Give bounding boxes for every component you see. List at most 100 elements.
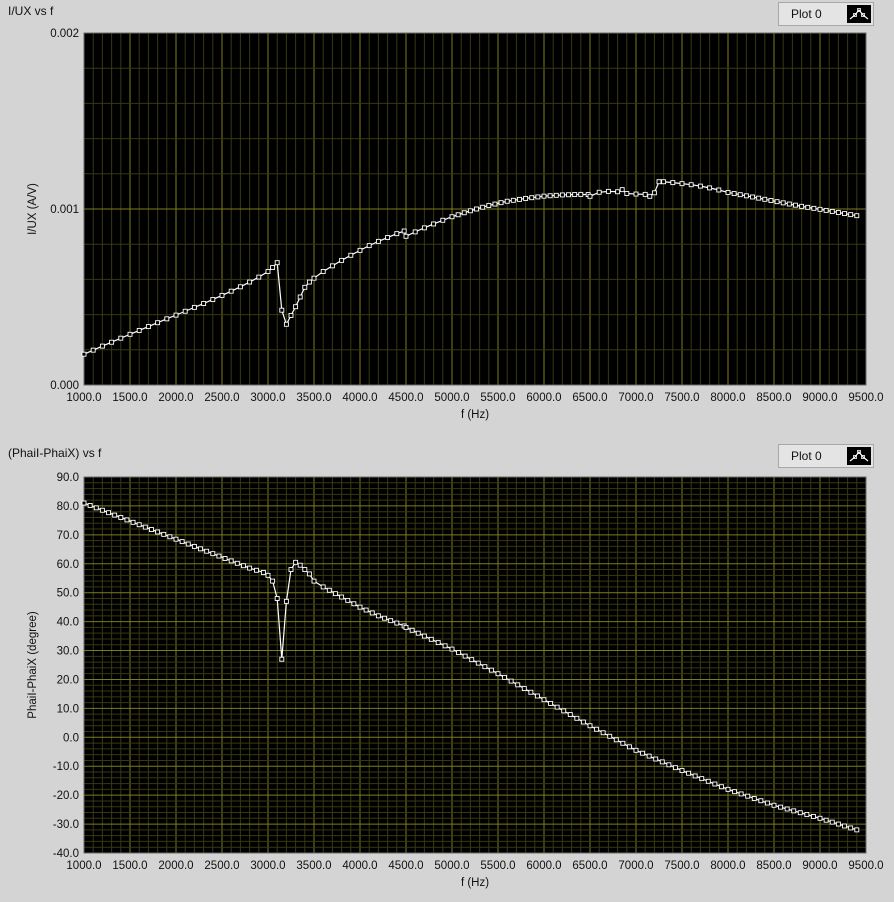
data-point bbox=[155, 320, 161, 326]
data-point bbox=[758, 798, 764, 804]
data-point bbox=[566, 192, 571, 198]
data-point bbox=[274, 260, 280, 266]
data-point bbox=[756, 195, 762, 201]
data-point bbox=[651, 190, 657, 196]
data-point bbox=[495, 671, 501, 677]
data-point bbox=[440, 217, 446, 223]
data-point bbox=[762, 196, 768, 202]
data-point bbox=[486, 203, 492, 208]
plot-area-phase[interactable]: 1000.0 1500.0 2000.0 2500.0 3000.0 3500.0 4000… bbox=[0, 442, 894, 902]
data-point bbox=[738, 791, 744, 797]
data-point bbox=[279, 656, 285, 662]
data-point bbox=[712, 781, 718, 787]
plot-frame bbox=[83, 32, 867, 386]
y-tick-label: 70.0 bbox=[57, 530, 79, 542]
data-point bbox=[345, 597, 351, 603]
x-tick-label: 5500.0 bbox=[480, 392, 515, 404]
x-tick-label: 3000.0 bbox=[250, 860, 285, 872]
x-tick-label: 4000.0 bbox=[342, 392, 377, 404]
data-point bbox=[829, 209, 835, 214]
data-point bbox=[774, 199, 780, 205]
data-point bbox=[288, 567, 294, 573]
x-tick-label: 2500.0 bbox=[204, 860, 239, 872]
x-axis-label: f (Hz) bbox=[461, 877, 489, 889]
data-point bbox=[659, 759, 665, 765]
data-point bbox=[640, 750, 646, 756]
data-point bbox=[81, 351, 87, 357]
data-point bbox=[363, 607, 369, 613]
data-point bbox=[474, 206, 479, 212]
data-point bbox=[130, 519, 136, 525]
y-tick-label: -30.0 bbox=[53, 819, 79, 831]
x-tick-label: 7000.0 bbox=[618, 392, 653, 404]
data-point bbox=[173, 312, 179, 318]
data-point bbox=[90, 347, 96, 353]
x-tick-label: 2500.0 bbox=[204, 392, 239, 404]
data-point bbox=[666, 762, 672, 768]
data-point bbox=[534, 693, 540, 699]
data-point bbox=[366, 243, 372, 249]
data-point bbox=[216, 553, 222, 559]
data-point bbox=[707, 185, 713, 191]
plot-area-iux[interactable]: 1000.0 1500.0 2000.0 2500.0 3000.0 3500.0 4000… bbox=[0, 0, 894, 436]
data-point bbox=[482, 664, 488, 670]
x-tick-label: 6500.0 bbox=[572, 392, 607, 404]
data-point bbox=[467, 208, 473, 214]
data-point bbox=[799, 203, 805, 209]
data-point bbox=[521, 686, 527, 692]
data-point bbox=[339, 594, 345, 600]
data-point bbox=[672, 765, 678, 771]
y-tick-label: 0.002 bbox=[50, 28, 79, 40]
data-point bbox=[455, 212, 461, 218]
data-point bbox=[574, 715, 580, 721]
x-tick-label: 8000.0 bbox=[710, 860, 745, 872]
data-point bbox=[547, 193, 553, 199]
data-point bbox=[260, 569, 266, 575]
data-point bbox=[498, 200, 504, 206]
data-point bbox=[288, 313, 294, 318]
plot-legend[interactable]: Plot 0 bbox=[778, 444, 874, 468]
data-point bbox=[270, 264, 276, 270]
data-point bbox=[804, 812, 810, 818]
data-point bbox=[382, 615, 387, 621]
x-tick-label: 8500.0 bbox=[756, 392, 791, 404]
data-point bbox=[561, 708, 567, 714]
series-markers bbox=[81, 179, 860, 357]
data-point bbox=[626, 744, 632, 750]
data-point bbox=[835, 821, 841, 827]
data-point bbox=[810, 813, 816, 819]
data-point bbox=[805, 204, 811, 210]
line-plot-icon[interactable] bbox=[847, 447, 871, 465]
data-point bbox=[848, 825, 854, 831]
data-point bbox=[435, 640, 441, 646]
data-point bbox=[109, 339, 115, 345]
data-point bbox=[642, 191, 648, 197]
data-point bbox=[210, 551, 216, 557]
data-point bbox=[403, 233, 409, 239]
data-point bbox=[182, 308, 188, 314]
data-point bbox=[161, 531, 167, 537]
data-point bbox=[320, 269, 326, 274]
data-point bbox=[326, 587, 332, 593]
data-point bbox=[145, 324, 151, 330]
data-point bbox=[449, 646, 455, 652]
data-point bbox=[306, 279, 312, 285]
data-point bbox=[750, 194, 755, 200]
data-point bbox=[302, 284, 308, 290]
y-tick-label: -10.0 bbox=[53, 761, 79, 773]
y-tick-label: 0.001 bbox=[50, 204, 79, 216]
data-point bbox=[541, 697, 547, 703]
data-point bbox=[247, 279, 253, 285]
plot-legend[interactable]: Plot 0 bbox=[778, 2, 874, 26]
data-point bbox=[469, 657, 475, 663]
data-point bbox=[385, 235, 391, 240]
data-point bbox=[679, 768, 685, 774]
y-tick-label: -40.0 bbox=[53, 848, 79, 860]
data-point bbox=[394, 620, 400, 626]
y-tick-label: 30.0 bbox=[57, 646, 79, 658]
data-point bbox=[237, 284, 243, 290]
data-point bbox=[412, 229, 418, 235]
data-point bbox=[647, 193, 653, 199]
x-tick-label: 8000.0 bbox=[710, 392, 745, 404]
line-plot-icon[interactable] bbox=[847, 5, 871, 23]
